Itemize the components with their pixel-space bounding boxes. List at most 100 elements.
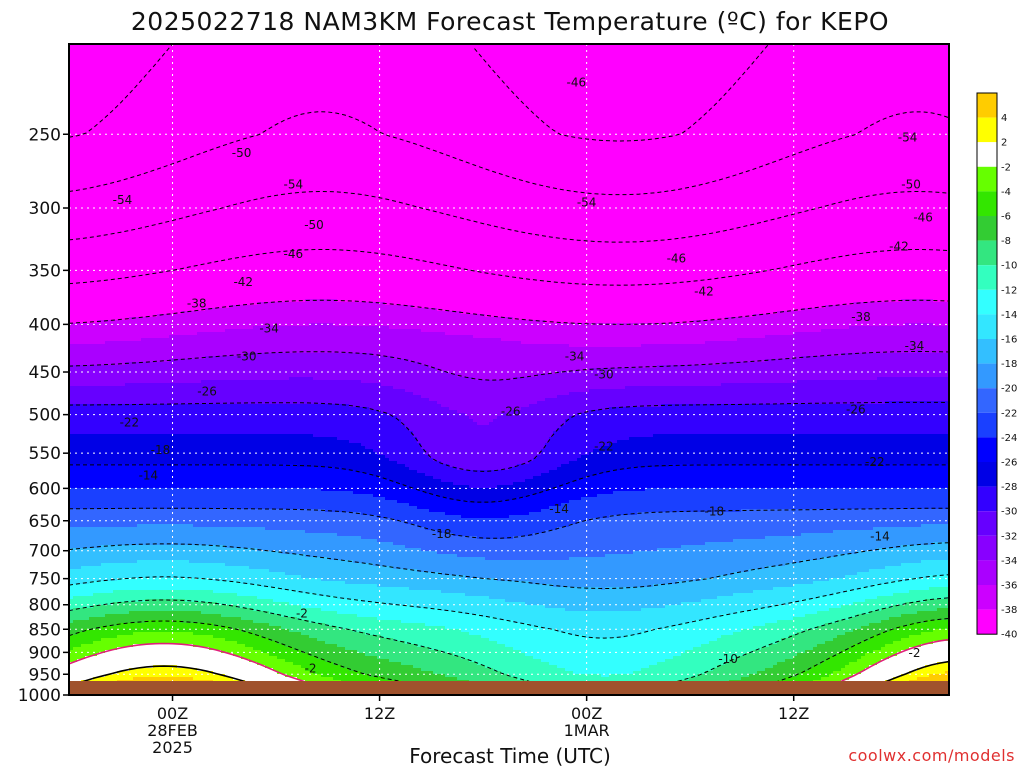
y-tick-label: 450 (29, 363, 61, 383)
colorbar-swatch (977, 93, 997, 118)
contour-label: -30 (594, 368, 614, 382)
contour-label: -34 (259, 321, 279, 335)
x-tick-label: 12Z (364, 704, 395, 723)
contour-label: -54 (898, 130, 918, 144)
contour-label: -50 (232, 146, 252, 160)
colorbar-swatch (977, 265, 997, 290)
colorbar-swatch (977, 413, 997, 438)
colorbar-label: -34 (1001, 556, 1017, 567)
colorbar-label: -8 (1001, 236, 1011, 247)
colorbar-swatch (977, 118, 997, 143)
contour-label: -46 (667, 252, 687, 266)
y-tick-label: 650 (29, 512, 61, 532)
contour-label: -14 (139, 468, 159, 482)
contour-label: -38 (187, 297, 207, 311)
colorbar-swatch (977, 216, 997, 241)
y-tick-label: 750 (29, 570, 61, 590)
chart-title: 2025022718 NAM3KM Forecast Temperature (… (131, 7, 889, 36)
colorbar-swatch (977, 314, 997, 339)
colorbar-swatch (977, 191, 997, 216)
colorbar-swatch (977, 511, 997, 536)
contour-label: -46 (566, 76, 586, 90)
colorbar-swatch (977, 142, 997, 167)
contour-label: -18 (705, 504, 725, 518)
plot-area: -50 -46 -54 -54 -50 -54 -54 -50 -46 -46 -42 -46 -42 -… (69, 44, 967, 696)
y-tick-label: 800 (29, 596, 61, 616)
colorbar-label: -16 (1001, 335, 1017, 346)
colorbar-swatch (977, 290, 997, 315)
contour-label: -50 (901, 177, 921, 191)
colorbar-label: -22 (1001, 408, 1017, 419)
colorbar-label: -32 (1001, 531, 1017, 542)
y-tick-label: 250 (29, 125, 61, 145)
contour-label: -46 (913, 210, 933, 224)
colorbar-label: -28 (1001, 482, 1017, 493)
contour-label: -22 (865, 455, 885, 469)
y-tick-label: 400 (29, 315, 61, 335)
colorbar-label: -30 (1001, 507, 1017, 518)
y-tick-label: 300 (29, 199, 61, 219)
colorbar-swatch (977, 241, 997, 266)
colorbar-label: -20 (1001, 384, 1017, 395)
contour-label: -54 (113, 193, 133, 207)
colorbar-label: -38 (1001, 605, 1017, 616)
colorbar-label: -6 (1001, 212, 1011, 223)
y-tick-label: 350 (29, 261, 61, 281)
colorbar-label: -2 (1001, 162, 1011, 173)
colorbar-swatch (977, 339, 997, 364)
contour-label: -46 (284, 247, 304, 261)
contour-label: -34 (565, 349, 585, 363)
x-tick-label: 2025 (152, 738, 193, 757)
y-axis: 250 300 350 400 450 500 550 600 650 700 750 800 850 9… (18, 125, 69, 706)
y-tick-label: 700 (29, 542, 61, 562)
y-tick-label: 850 (29, 620, 61, 640)
y-tick-label: 500 (29, 406, 61, 426)
colorbar-label: -24 (1001, 433, 1017, 444)
contour-label: -42 (694, 285, 714, 299)
y-tick-label: 900 (29, 643, 61, 663)
contour-label: -54 (284, 177, 304, 191)
colorbar-label: -26 (1001, 458, 1017, 469)
contour-label: -2 (909, 646, 921, 660)
colorbar-label: 4 (1001, 113, 1007, 124)
contour-label: -18 (151, 443, 171, 457)
contour-label: -14 (549, 502, 569, 516)
colorbar-swatch (977, 585, 997, 610)
contour-label: -54 (577, 196, 597, 210)
ground-fill (69, 681, 949, 695)
colorbar-label: -18 (1001, 359, 1017, 370)
colorbar-label: -36 (1001, 581, 1017, 592)
colorbar-legend: 4 2 -2 -4 -6 -8 -10 -12 -14 -16 -18 -20 -22 -24 -26 -28… (977, 93, 1017, 641)
colorbar-swatch (977, 462, 997, 487)
credit-label[interactable]: coolwx.com/models (848, 746, 1015, 765)
y-tick-label: 600 (29, 479, 61, 499)
colorbar-label: -4 (1001, 187, 1011, 198)
y-tick-label: 1000 (18, 686, 61, 706)
colorbar-swatch (977, 167, 997, 192)
colorbar-swatch (977, 437, 997, 462)
contour-label: -26 (846, 403, 866, 417)
contour-label: -22 (120, 416, 140, 430)
colorbar-label: -40 (1001, 630, 1017, 641)
contour-label: -34 (905, 339, 925, 353)
x-tick-label: 1MAR (564, 721, 610, 740)
colorbar-label: 2 (1001, 138, 1007, 149)
colorbar-label: -14 (1001, 310, 1017, 321)
contour-label: -14 (870, 530, 890, 544)
colorbar-swatch (977, 487, 997, 512)
temperature-cross-section-chart: 2025022718 NAM3KM Forecast Temperature (… (0, 0, 1024, 768)
contour-label: -38 (851, 310, 871, 324)
contour-label: -26 (197, 384, 217, 398)
colorbar-swatch (977, 536, 997, 561)
colorbar-swatch (977, 560, 997, 585)
y-tick-label: 950 (29, 665, 61, 685)
contour-label: -22 (594, 440, 614, 454)
colorbar-swatch (977, 364, 997, 389)
contour-label: -42 (889, 240, 909, 254)
colorbar-label: -10 (1001, 261, 1017, 272)
contour-label: -42 (233, 275, 253, 289)
y-tick-label: 550 (29, 444, 61, 464)
contour-label: -50 (304, 218, 324, 232)
colorbar-label: -12 (1001, 285, 1017, 296)
contour-label: -2 (296, 607, 308, 621)
